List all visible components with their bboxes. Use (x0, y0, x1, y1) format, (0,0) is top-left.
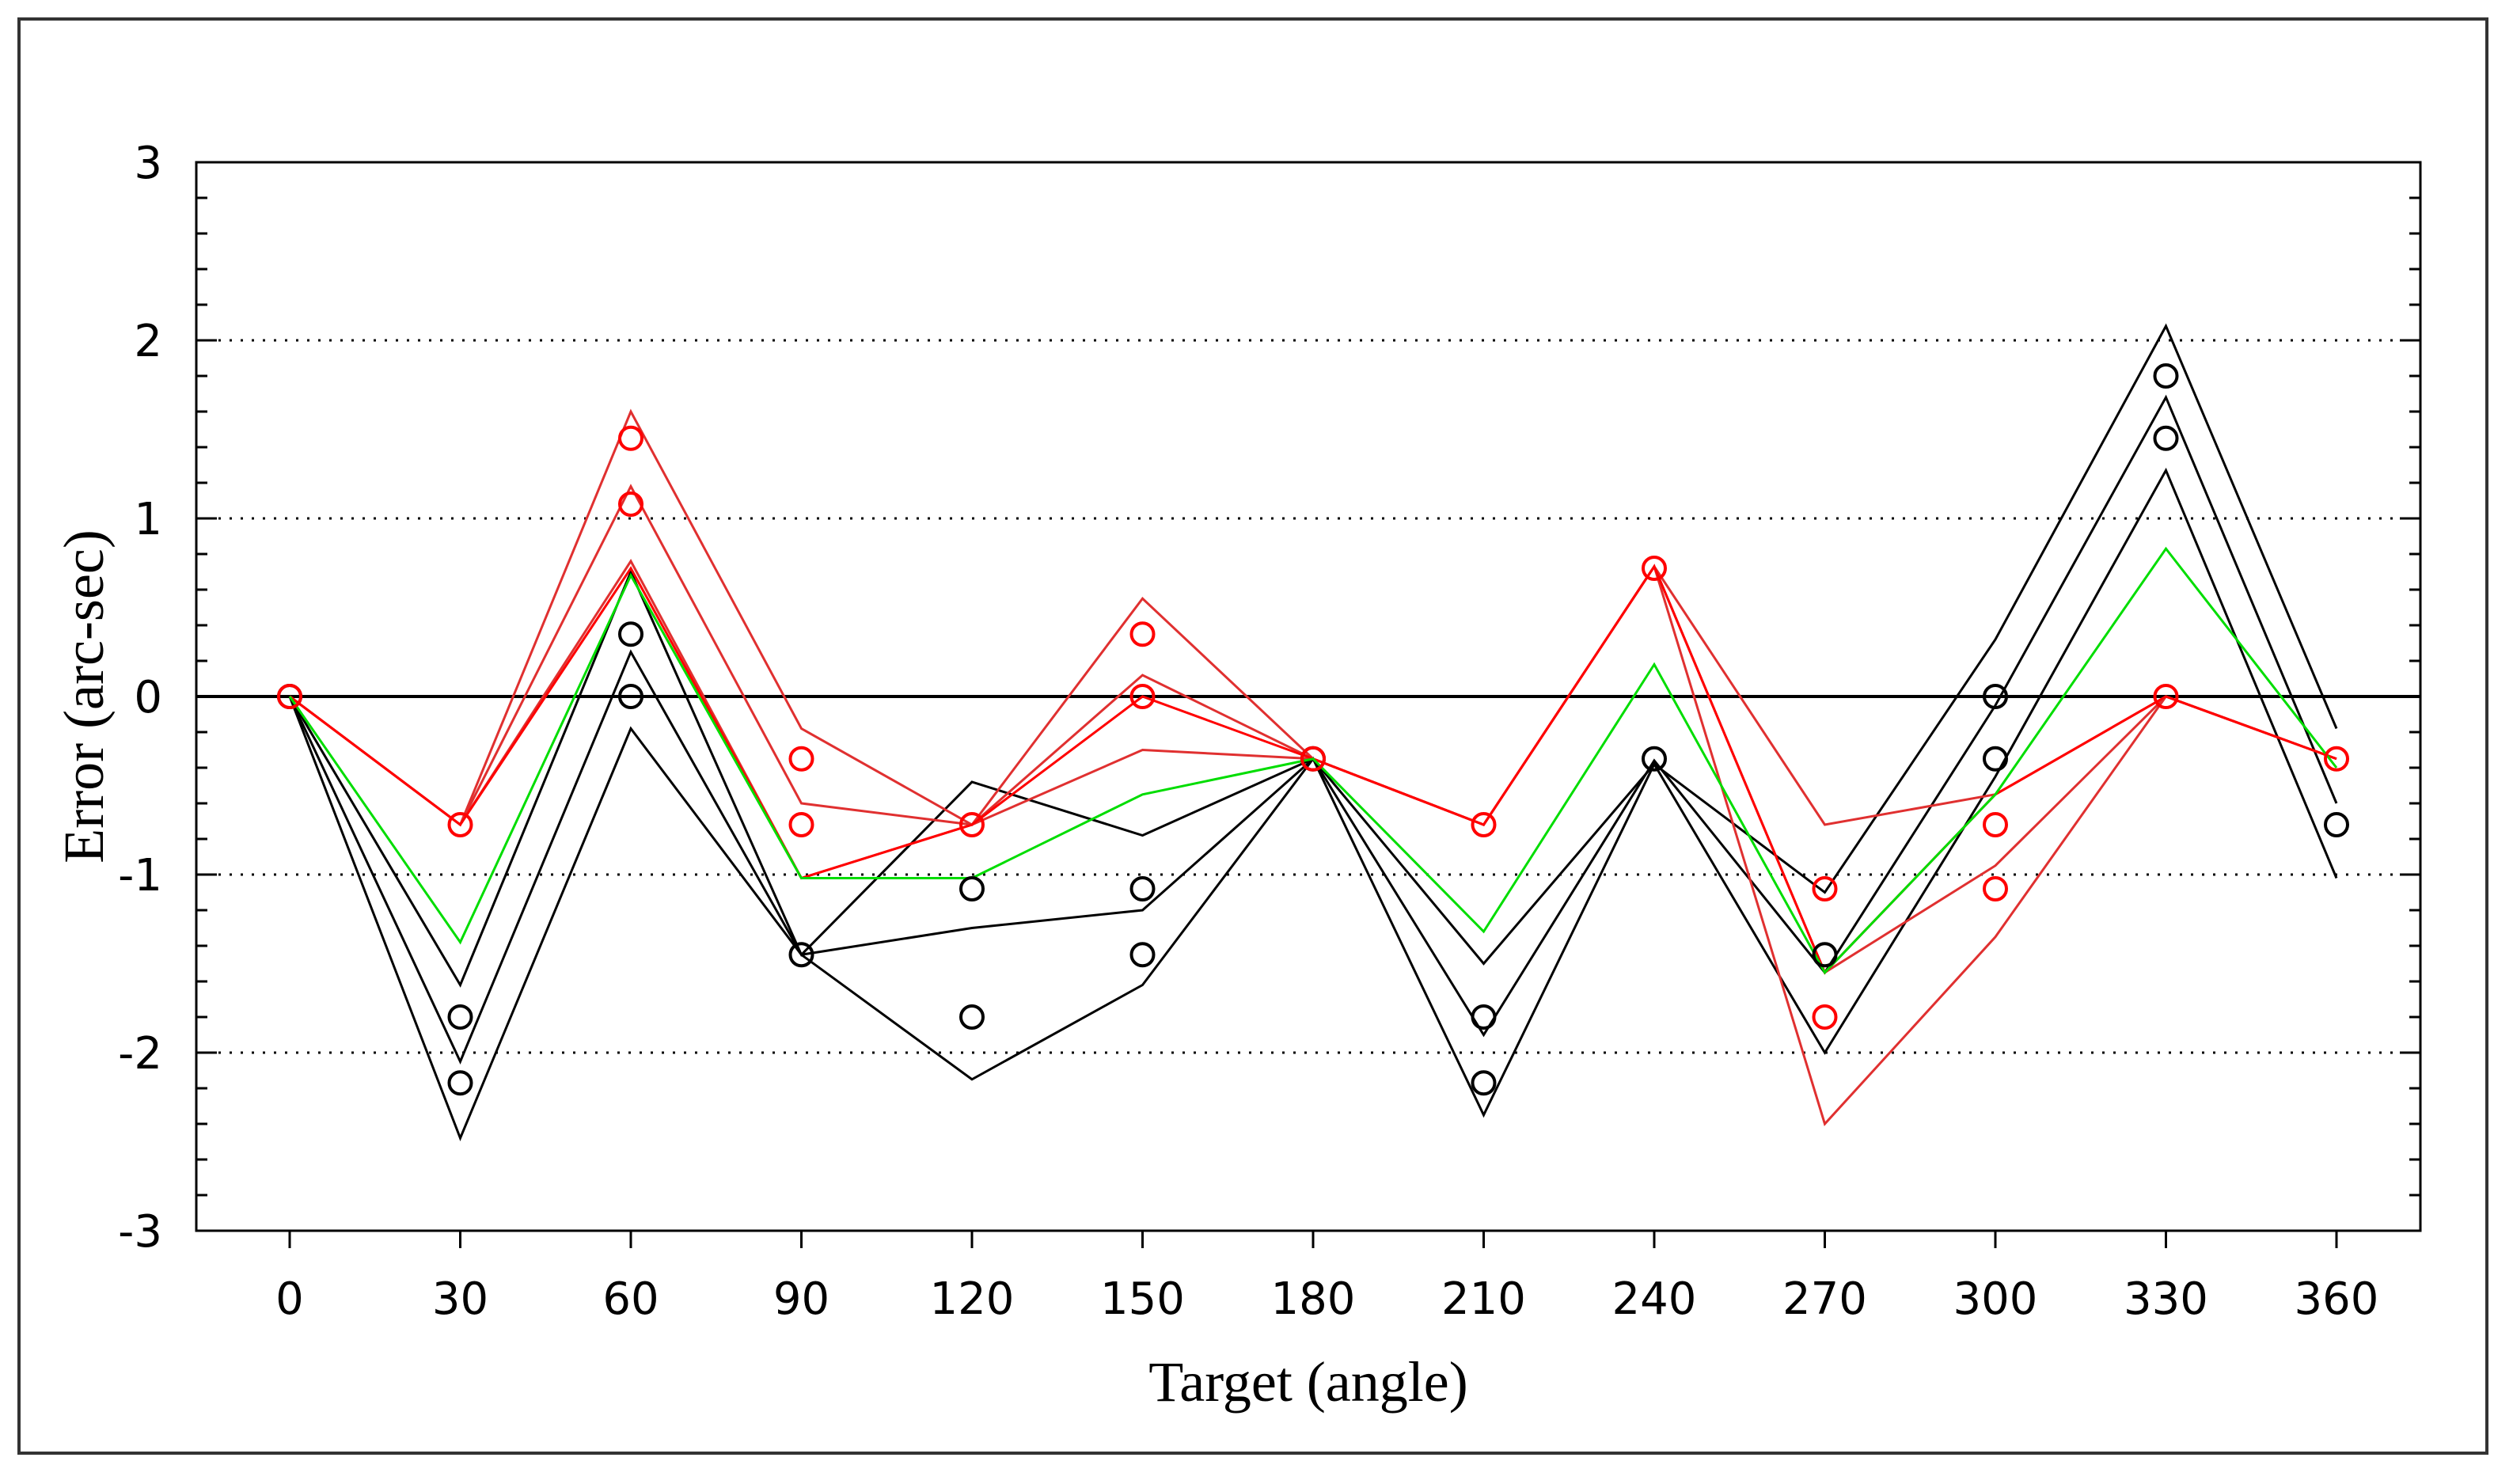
x-tick-label: 0 (275, 1273, 304, 1325)
x-tick-label: 30 (432, 1273, 488, 1325)
y-tick-label: -2 (118, 1028, 162, 1080)
data-point-black (1983, 684, 2008, 709)
series-line-black-upper-bound (288, 323, 2338, 988)
x-tick-label: 270 (1782, 1273, 1867, 1325)
data-point-red (959, 812, 985, 837)
x-tick-label: 300 (1953, 1273, 2038, 1325)
x-tick-label: 210 (1441, 1273, 1526, 1325)
data-point-red (1129, 684, 1156, 709)
data-point-red (1129, 621, 1156, 647)
data-point-black (618, 684, 643, 709)
series-layer (288, 323, 2338, 1142)
x-tick-label: 90 (773, 1273, 829, 1325)
x-axis-label: Target (angle) (1148, 1350, 1467, 1414)
y-axis-label: Error (arc-sec) (52, 529, 116, 863)
x-tick-label: 180 (1271, 1273, 1356, 1325)
series-line-green-overall-mean (288, 546, 2338, 975)
data-point-black (1471, 1070, 1497, 1096)
marker-layer (277, 363, 2349, 1096)
data-point-red (1300, 746, 1326, 772)
data-point-red (1812, 1004, 1838, 1030)
x-tick-label: 150 (1100, 1273, 1185, 1325)
x-tick-label: 360 (2295, 1273, 2379, 1325)
data-point-black (447, 1070, 473, 1096)
x-tick-label: 330 (2124, 1273, 2208, 1325)
series-line-black-lower-bound (288, 467, 2338, 1142)
data-point-black (2324, 812, 2349, 837)
data-point-black (2153, 363, 2179, 389)
data-point-red (1983, 812, 2008, 837)
data-point-black (959, 876, 985, 901)
data-point-red (788, 812, 814, 837)
y-tick-label: 0 (134, 672, 162, 723)
x-tick-label: 60 (602, 1273, 659, 1325)
data-point-red (447, 812, 473, 837)
data-point-black (1129, 942, 1156, 968)
data-point-black (1471, 1004, 1497, 1030)
data-point-black (1129, 876, 1156, 901)
data-point-red (618, 425, 643, 451)
grid-layer (196, 339, 2420, 1054)
x-tick-label: 120 (930, 1273, 1015, 1325)
y-tick-label: -1 (118, 850, 162, 901)
data-point-black (447, 1004, 473, 1030)
x-tick-label: 240 (1612, 1273, 1697, 1325)
data-point-black (2153, 425, 2179, 451)
data-point-red (788, 746, 814, 772)
data-point-red (1642, 556, 1667, 581)
data-point-red (618, 492, 643, 517)
y-tick-label: -3 (118, 1206, 162, 1258)
data-point-red (1471, 812, 1497, 837)
data-point-red (1983, 876, 2008, 901)
series-line-red-mean (289, 484, 2337, 974)
data-point-black (1812, 942, 1838, 968)
data-point-red (2324, 746, 2349, 772)
data-point-red (1812, 876, 1838, 901)
data-point-black (788, 942, 814, 968)
data-point-red (2153, 684, 2179, 709)
data-point-black (959, 1004, 985, 1030)
y-tick-label: 3 (134, 138, 162, 189)
figure-frame (17, 17, 2488, 1455)
data-point-black (618, 621, 643, 647)
y-tick-label: 2 (134, 316, 162, 367)
data-point-black (1983, 746, 2008, 772)
data-point-black (1642, 746, 1667, 772)
y-tick-label: 1 (134, 494, 162, 545)
data-point-red (277, 684, 302, 709)
